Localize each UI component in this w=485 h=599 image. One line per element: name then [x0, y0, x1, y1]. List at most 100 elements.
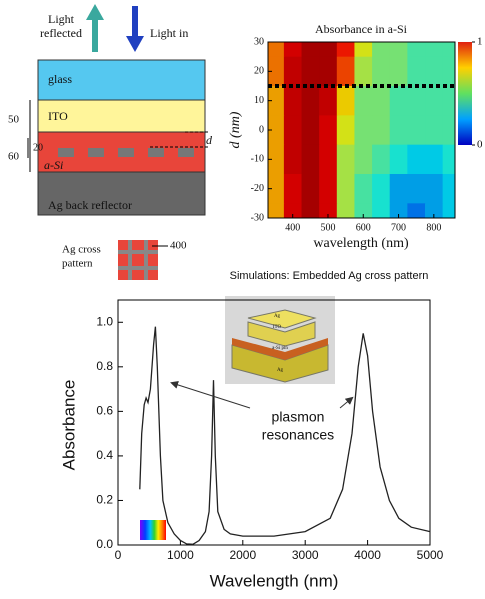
heat-cell — [425, 56, 444, 87]
x-tick-label: 0 — [115, 548, 122, 562]
y-tick-label: -30 — [251, 212, 264, 223]
heat-cell — [372, 203, 391, 218]
heat-cell — [268, 56, 285, 87]
annotation-arrow — [339, 396, 354, 409]
x-tick-label: 400 — [285, 222, 300, 233]
x-tick-label: 5000 — [417, 548, 444, 562]
inset-label: a-Si pin — [272, 346, 288, 351]
y-tick-label: -20 — [251, 183, 264, 194]
heat-cell — [301, 203, 320, 218]
layer-label: glass — [48, 72, 72, 86]
heat-cell — [336, 144, 355, 175]
heat-cell — [442, 203, 455, 218]
colorbar — [458, 42, 472, 145]
glass-layer — [37, 59, 206, 101]
heat-cell — [268, 144, 285, 175]
y-tick-label: 0.0 — [96, 537, 113, 551]
heat-cell — [372, 115, 391, 146]
heat-cell — [268, 174, 285, 204]
label: Light — [48, 12, 75, 26]
label: Ag cross — [62, 244, 101, 256]
heat-cell — [389, 42, 408, 58]
chart-title: Simulations: Embedded Ag cross pattern — [230, 270, 429, 282]
heat-cell — [442, 86, 455, 116]
heat-cell — [407, 144, 426, 175]
colorbar-label: 1 — [477, 36, 483, 48]
heat-cell — [407, 174, 426, 204]
heat-cell — [407, 42, 426, 58]
label: reflected — [40, 26, 82, 40]
heat-cell — [301, 42, 320, 58]
y-tick-label: 20 — [254, 66, 264, 77]
x-tick-label: 700 — [391, 222, 406, 233]
heat-cell — [319, 144, 338, 175]
spectrum-icon — [140, 520, 166, 540]
heat-cell — [336, 86, 355, 116]
heatmap: 400 500 600 700 800-30-20-100102030Absorbanc… — [228, 22, 483, 251]
y-tick-label: 0.6 — [96, 404, 113, 418]
heat-cell — [283, 86, 303, 116]
x-tick-label: 600 — [356, 222, 371, 233]
x-tick-label: 1000 — [167, 548, 194, 562]
cells — [268, 42, 455, 218]
y-tick-label: 10 — [254, 95, 264, 106]
y-tick-label: 0.8 — [96, 359, 113, 373]
x-tick-label: 800 — [426, 222, 441, 233]
x-axis-label: Wavelength (nm) — [210, 571, 339, 590]
dim-label: 20 — [33, 142, 43, 153]
y-axis-label: Absorbance — [59, 380, 78, 471]
heat-cell — [336, 115, 355, 146]
heat-cell — [442, 42, 455, 58]
heat-cell — [283, 174, 303, 204]
ito-layer — [37, 99, 206, 133]
heat-cell — [336, 174, 355, 204]
heat-cell — [389, 174, 408, 204]
inset-label: ITO — [273, 325, 282, 330]
heat-cell — [372, 56, 391, 87]
heat-cell — [283, 56, 303, 87]
heat-cell — [389, 86, 408, 116]
heat-cell — [319, 42, 338, 58]
layer-diagram: Light reflected Light in glass ITO a-Si … — [8, 4, 213, 280]
heat-cell — [301, 174, 320, 204]
heat-cell — [283, 115, 303, 146]
heat-cell — [319, 115, 338, 146]
heat-cell — [283, 203, 303, 218]
dim-label: 60 — [8, 151, 20, 163]
heat-cell — [268, 42, 285, 58]
y-tick-label: 0 — [259, 124, 264, 135]
heat-cell — [354, 144, 373, 175]
heat-cell — [336, 56, 355, 87]
inset-label: Ag — [274, 314, 281, 319]
heat-cell — [354, 115, 373, 146]
colorbar-label: 0 — [477, 139, 483, 151]
heat-cell — [372, 144, 391, 175]
heat-cell — [425, 86, 444, 116]
heat-cell — [319, 203, 338, 218]
y-axis-label: d (nm) — [228, 111, 243, 148]
layer-label: Ag back reflector — [48, 198, 132, 212]
chart-title: Absorbance in a-Si — [315, 22, 408, 36]
heat-cell — [301, 86, 320, 116]
heat-cell — [425, 42, 444, 58]
ag-particles — [58, 148, 194, 157]
annotation: resonances — [262, 427, 334, 443]
heat-cell — [407, 203, 426, 218]
heat-cell — [389, 56, 408, 87]
dim-label: 50 — [8, 114, 20, 126]
y-tick-label: 30 — [254, 36, 264, 47]
heat-cell — [354, 86, 373, 116]
heat-cell — [425, 203, 444, 218]
line-chart: 0 1000 2000 3000 4000 5000 0.0 0.2 0.4 0.6 0.8 1.0 S… — [59, 270, 443, 591]
annotation: plasmon — [272, 409, 325, 425]
heat-cell — [268, 115, 285, 146]
y-tick-label: 0.2 — [96, 493, 113, 507]
y-tick-label: 0.4 — [96, 448, 113, 462]
line-series — [139, 326, 431, 545]
heat-cell — [354, 56, 373, 87]
plot-frame — [117, 299, 431, 546]
dim-label: d — [206, 133, 213, 147]
heat-cell — [425, 174, 444, 204]
layer-label: ITO — [48, 109, 68, 123]
